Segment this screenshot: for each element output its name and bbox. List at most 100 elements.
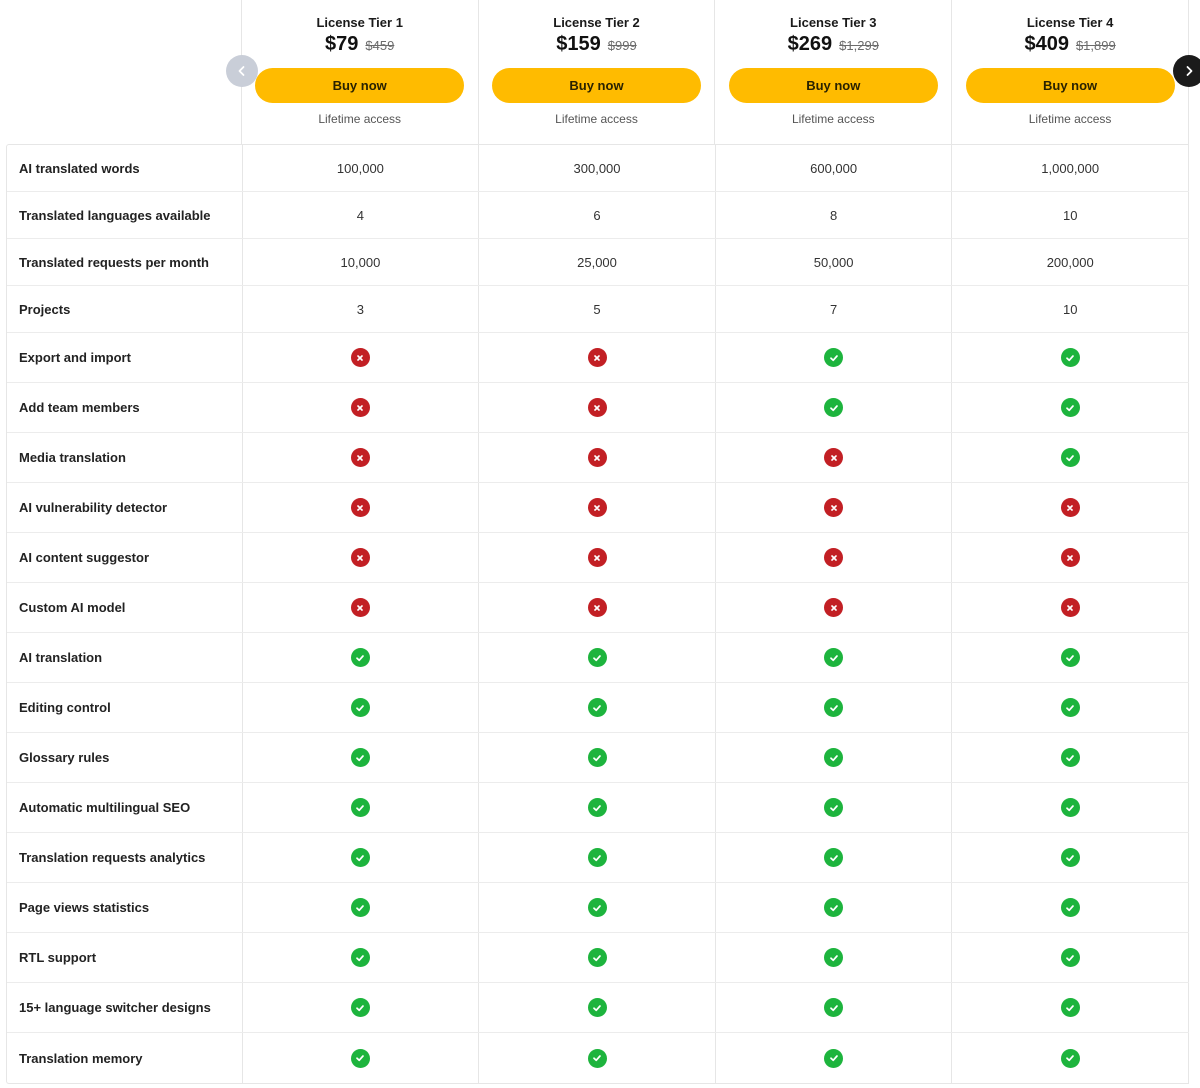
tier-4-value [952, 983, 1189, 1032]
tier-3-value [716, 933, 953, 982]
tier-2-value [479, 683, 716, 732]
feature-label: AI translation [7, 633, 243, 682]
tier-3-value [716, 533, 953, 582]
check-circle-icon [587, 798, 607, 817]
feature-rows: AI translated words 100,000 300,000 600,000… [6, 144, 1189, 1084]
x-circle-icon [824, 498, 844, 517]
check-circle-icon [1060, 948, 1080, 967]
tier-4-value [952, 783, 1189, 832]
x-circle-icon [587, 548, 607, 567]
feature-label: Media translation [7, 433, 243, 482]
price-line: $159 $999 [556, 33, 636, 59]
feature-label: Projects [7, 286, 243, 332]
chevron-left-icon [238, 66, 245, 76]
tier-4-value [952, 483, 1189, 532]
x-circle-icon [824, 548, 844, 567]
feature-label: Translated requests per month [7, 239, 243, 285]
check-circle-icon [824, 948, 844, 967]
x-circle-icon [350, 448, 370, 467]
tier-name: License Tier 4 [1026, 15, 1114, 30]
buy-now-button-tier-3[interactable]: Buy now [728, 68, 938, 103]
check-circle-icon [587, 1048, 607, 1068]
tier-1-value [243, 1033, 480, 1083]
tier-1-value [243, 383, 480, 432]
feature-label: AI content suggestor [7, 533, 243, 582]
feature-label: Editing control [7, 683, 243, 732]
table-row: AI translated words 100,000 300,000 600,000… [7, 145, 1189, 192]
x-circle-icon [350, 398, 370, 417]
tier-3-value: 7 [716, 286, 953, 332]
tier-1-value: 100,000 [243, 145, 480, 191]
tier-2-value [479, 733, 716, 782]
access-label: Lifetime access [1028, 112, 1112, 126]
next-button[interactable] [1173, 55, 1200, 87]
table-row: Translation memory [7, 1033, 1189, 1083]
tier-2-value [479, 933, 716, 982]
header-spacer [6, 0, 242, 144]
current-price: $269 [787, 33, 833, 55]
check-circle-icon [350, 948, 370, 967]
tier-2-value [479, 633, 716, 682]
check-circle-icon [824, 398, 844, 417]
check-circle-icon [587, 898, 607, 917]
check-circle-icon [824, 848, 844, 867]
tier-4-value [952, 533, 1189, 582]
check-circle-icon [350, 648, 370, 667]
check-circle-icon [824, 798, 844, 817]
access-label: Lifetime access [318, 112, 402, 126]
feature-label: Glossary rules [7, 733, 243, 782]
table-row: Translated requests per month 10,000 25,00… [7, 239, 1189, 286]
tier-1-value [243, 683, 480, 732]
tier-3-value [716, 983, 953, 1032]
x-circle-icon [587, 498, 607, 517]
check-circle-icon [350, 898, 370, 917]
original-price: $1,899 [1075, 38, 1116, 53]
tier-2-value [479, 1033, 716, 1083]
current-price: $159 [556, 33, 601, 55]
tier-3-value [716, 883, 953, 932]
table-row: Translated languages available 4 6 8 10 [7, 192, 1189, 239]
table-row: AI translation [7, 633, 1189, 683]
check-circle-icon [350, 798, 370, 817]
x-circle-icon [1060, 498, 1080, 517]
feature-label: RTL support [7, 933, 243, 982]
tier-3-value: 50,000 [716, 239, 953, 285]
table-row: AI content suggestor [7, 533, 1189, 583]
check-circle-icon [1060, 448, 1080, 467]
check-circle-icon [587, 848, 607, 867]
check-circle-icon [350, 698, 370, 717]
check-circle-icon [824, 1048, 844, 1068]
x-circle-icon [1060, 548, 1080, 567]
tier-3-value [716, 833, 953, 882]
original-price: $459 [365, 38, 395, 53]
tier-1-value [243, 433, 480, 482]
buy-now-button-tier-2[interactable]: Buy now [491, 68, 701, 103]
tier-2-value: 25,000 [479, 239, 716, 285]
tier-header-2: License Tier 2 $159 $999 Buy now Lifetim… [479, 0, 716, 144]
check-circle-icon [824, 348, 844, 367]
tier-1-value [243, 733, 480, 782]
tier-3-value [716, 383, 953, 432]
x-circle-icon [350, 498, 370, 517]
previous-button[interactable] [226, 55, 258, 87]
check-circle-icon [1060, 648, 1080, 667]
tier-3-value [716, 583, 953, 632]
check-circle-icon [824, 748, 844, 767]
access-label: Lifetime access [791, 112, 875, 126]
current-price: $79 [325, 33, 359, 55]
tier-1-value [243, 833, 480, 882]
tier-2-value [479, 483, 716, 532]
tier-1-value [243, 583, 480, 632]
check-circle-icon [824, 998, 844, 1017]
buy-now-button-tier-1[interactable]: Buy now [255, 68, 465, 103]
feature-label: 15+ language switcher designs [7, 983, 243, 1032]
buy-now-button-tier-4[interactable]: Buy now [965, 68, 1175, 103]
tier-4-value [952, 833, 1189, 882]
x-circle-icon [587, 598, 607, 617]
tier-3-value [716, 633, 953, 682]
tier-2-value: 5 [479, 286, 716, 332]
x-circle-icon [350, 348, 370, 367]
check-circle-icon [350, 998, 370, 1017]
tier-4-value: 200,000 [952, 239, 1189, 285]
check-circle-icon [1060, 398, 1080, 417]
